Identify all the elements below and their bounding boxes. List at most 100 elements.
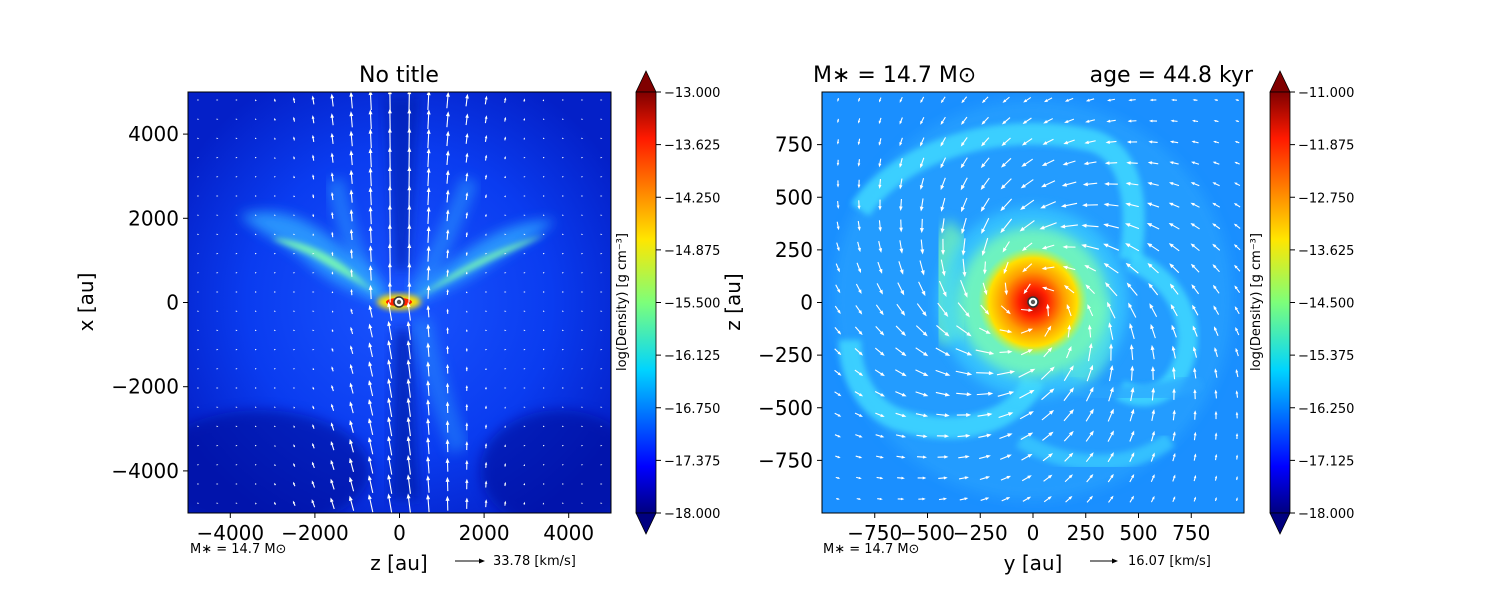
velocity-arrow-head <box>1125 202 1131 207</box>
velocity-arrow-head <box>446 364 450 368</box>
velocity-arrow <box>368 477 374 493</box>
velocity-arrow-head <box>1212 223 1217 227</box>
velocity-arrow <box>427 131 430 149</box>
velocity-arrow-head <box>387 397 392 403</box>
velocity-arrow-head <box>255 214 257 216</box>
left-y-ticks: 4000 2000 0 −2000 −4000 <box>111 122 188 483</box>
velocity-arrow-head <box>940 163 944 169</box>
velocity-arrow <box>1108 367 1113 382</box>
velocity-arrow-head <box>368 398 372 405</box>
velocity-arrow-head <box>1020 183 1026 189</box>
velocity-arrow-head <box>255 483 257 485</box>
velocity-arrow-head <box>407 262 412 268</box>
velocity-arrow <box>960 280 967 296</box>
velocity-arrow-head <box>1108 322 1113 328</box>
velocity-arrow-head <box>980 163 986 169</box>
velocity-arrow-head <box>274 310 276 312</box>
velocity-arrow <box>368 497 374 513</box>
velocity-arrow-head <box>274 387 276 389</box>
velocity-arrow-head <box>543 233 545 236</box>
velocity-arrow-head <box>857 226 861 231</box>
velocity-arrow-head <box>858 99 861 103</box>
velocity-arrow <box>1127 244 1140 252</box>
velocity-arrow-head <box>255 272 257 274</box>
right-x-ticks: −750−500−250 0 250 500 750 <box>847 513 1210 545</box>
velocity-arrow-head <box>312 174 315 178</box>
velocity-arrow <box>350 133 353 147</box>
velocity-arrow-head <box>944 413 950 418</box>
velocity-arrow-head <box>600 310 603 312</box>
velocity-arrow-head <box>445 169 450 176</box>
velocity-arrow-head <box>235 329 238 332</box>
velocity-arrow-head <box>465 93 469 99</box>
velocity-arrow-head <box>600 464 603 466</box>
velocity-arrow-head <box>274 463 276 467</box>
velocity-arrow <box>407 362 411 379</box>
velocity-arrow-head <box>255 291 257 293</box>
velocity-arrow-head <box>349 401 353 407</box>
velocity-arrow-head <box>944 392 951 397</box>
velocity-arrow-head <box>1041 162 1048 167</box>
velocity-arrow-head <box>836 184 840 188</box>
velocity-arrow-head <box>407 223 412 229</box>
velocity-arrow-head <box>1126 140 1131 144</box>
velocity-arrow-head <box>981 141 986 147</box>
velocity-arrow-head <box>255 444 257 447</box>
velocity-arrow-head <box>406 359 411 365</box>
velocity-arrow-head <box>1149 303 1154 309</box>
x-tick-label: −750 <box>847 521 902 545</box>
velocity-arrow-head <box>985 476 991 480</box>
velocity-arrow-head <box>1020 205 1026 210</box>
velocity-arrow-head <box>600 156 603 159</box>
velocity-arrow-head <box>445 495 450 501</box>
velocity-arrow-head <box>1067 345 1072 352</box>
velocity-arrow-head <box>293 252 296 255</box>
velocity-arrow <box>935 347 948 356</box>
velocity-arrow <box>427 497 430 513</box>
velocity-arrow-head <box>837 351 842 356</box>
velocity-arrow-head <box>197 387 200 389</box>
velocity-arrow-head <box>1125 262 1131 268</box>
velocity-arrow-head <box>1130 408 1135 414</box>
velocity-arrow-head <box>368 342 373 348</box>
colorbar-tick-label: −17.375 <box>664 454 720 469</box>
velocity-arrow-head <box>1089 474 1094 479</box>
velocity-arrow-head <box>543 156 545 159</box>
velocity-arrow <box>1063 411 1073 422</box>
velocity-arrow-head <box>581 444 584 447</box>
velocity-arrow-head <box>1043 120 1048 124</box>
velocity-arrow <box>956 392 969 395</box>
velocity-arrow-head <box>1021 162 1027 167</box>
velocity-arrow <box>427 459 430 474</box>
velocity-arrow-head <box>1146 202 1153 207</box>
velocity-arrow-head <box>197 483 200 485</box>
velocity-arrow <box>427 112 430 130</box>
velocity-arrow-head <box>1103 202 1109 207</box>
velocity-arrow-head <box>542 502 545 505</box>
velocity-arrow-head <box>485 348 488 351</box>
velocity-arrow-head <box>292 116 296 120</box>
velocity-arrow-head <box>523 176 526 178</box>
velocity-arrow-head <box>562 483 564 485</box>
velocity-arrow-head <box>920 270 925 276</box>
velocity-arrow-head <box>311 154 315 158</box>
velocity-arrow-head <box>504 116 507 120</box>
velocity-arrow-head <box>1103 243 1109 248</box>
velocity-arrow-head <box>1027 349 1033 353</box>
velocity-arrow-head <box>484 174 488 178</box>
velocity-arrow-head <box>197 502 200 504</box>
velocity-arrow-head <box>235 483 238 485</box>
velocity-arrow-head <box>504 481 507 485</box>
velocity-arrow <box>427 170 430 187</box>
velocity-arrow-head <box>311 115 315 119</box>
velocity-arrow-head <box>368 245 373 251</box>
velocity-arrow-head <box>880 351 885 356</box>
velocity-arrow-head <box>293 175 296 178</box>
velocity-arrow-head <box>349 92 354 97</box>
velocity-arrow-head <box>484 442 488 446</box>
velocity-arrow-head <box>387 262 392 268</box>
velocity-arrow-head <box>562 195 564 197</box>
velocity-arrow-head <box>216 272 219 274</box>
right-y-ticks: 750 500 250 0 −250 −500 −750 <box>758 133 822 472</box>
velocity-arrow-head <box>466 310 468 313</box>
